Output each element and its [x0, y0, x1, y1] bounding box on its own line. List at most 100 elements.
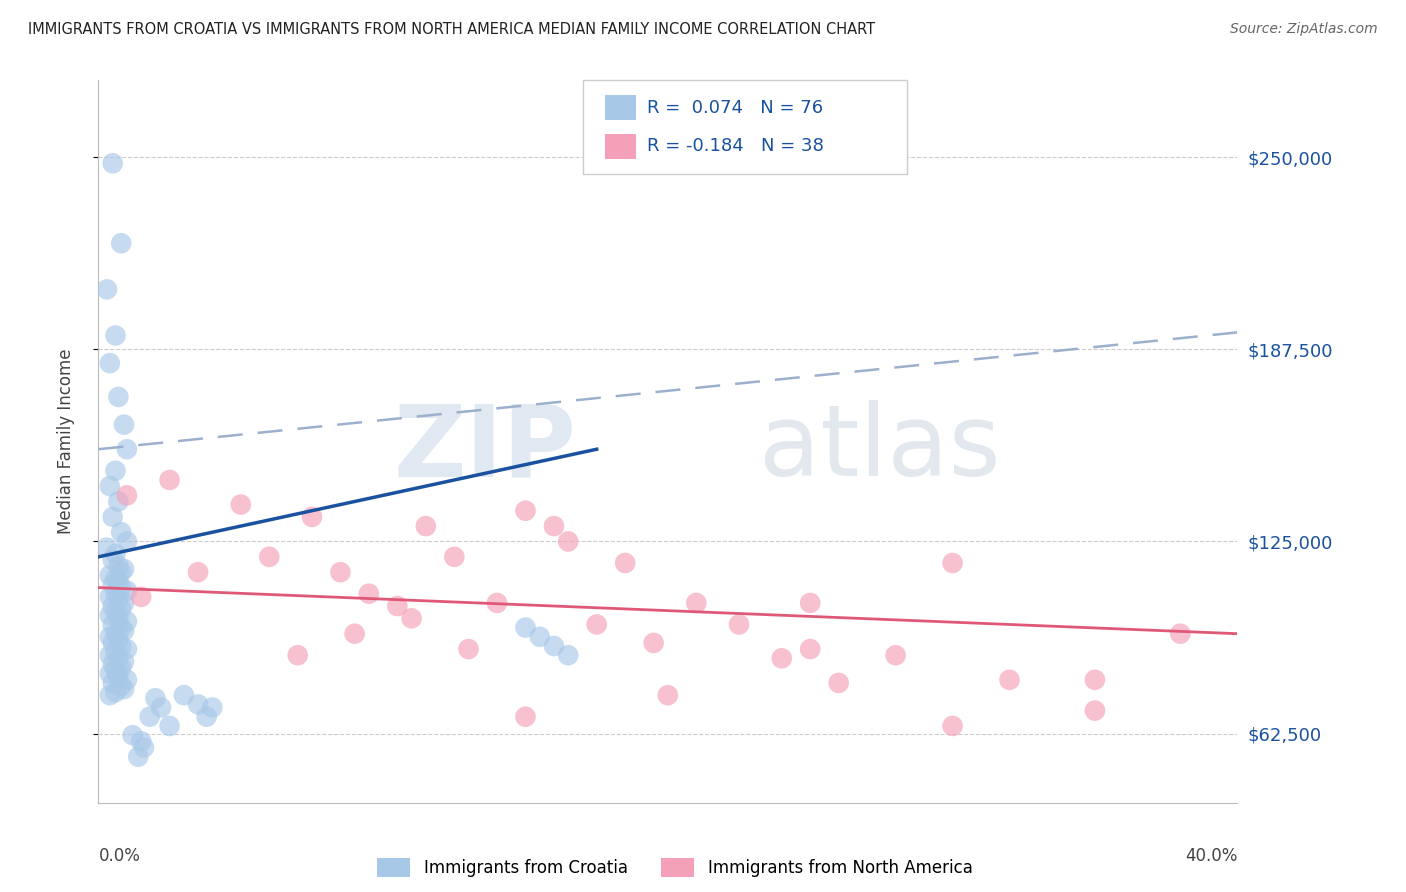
Point	[515, 621, 537, 635]
Point	[115, 642, 138, 657]
Point	[115, 615, 138, 629]
Point	[96, 541, 118, 555]
Point	[98, 568, 121, 582]
Point	[1084, 704, 1107, 718]
Point	[104, 547, 127, 561]
Point	[259, 549, 281, 564]
Point	[110, 581, 132, 595]
Point	[110, 660, 132, 674]
Point	[98, 590, 121, 604]
Text: R =  0.074   N = 76: R = 0.074 N = 76	[647, 99, 823, 117]
Point	[127, 749, 149, 764]
Point	[98, 630, 121, 644]
Point	[101, 676, 124, 690]
Point	[443, 549, 465, 564]
Point	[728, 617, 751, 632]
Point	[1084, 673, 1107, 687]
Legend: Immigrants from Croatia, Immigrants from North America: Immigrants from Croatia, Immigrants from…	[370, 851, 980, 884]
Point	[107, 574, 129, 589]
Point	[229, 498, 252, 512]
Point	[104, 587, 127, 601]
Point	[104, 464, 127, 478]
Point	[415, 519, 437, 533]
Point	[187, 698, 209, 712]
Point	[110, 565, 132, 579]
Text: IMMIGRANTS FROM CROATIA VS IMMIGRANTS FROM NORTH AMERICA MEDIAN FAMILY INCOME CO: IMMIGRANTS FROM CROATIA VS IMMIGRANTS FR…	[28, 22, 876, 37]
Point	[657, 688, 679, 702]
Point	[685, 596, 707, 610]
Point	[101, 509, 124, 524]
Point	[110, 679, 132, 693]
Point	[799, 596, 821, 610]
Point	[145, 691, 167, 706]
Point	[557, 534, 579, 549]
Point	[301, 509, 323, 524]
Point	[201, 700, 224, 714]
Point	[112, 417, 135, 432]
Point	[129, 734, 152, 748]
Point	[104, 605, 127, 619]
Point	[557, 648, 579, 663]
Point	[110, 621, 132, 635]
Point	[159, 719, 181, 733]
Text: Source: ZipAtlas.com: Source: ZipAtlas.com	[1230, 22, 1378, 37]
Point	[401, 611, 423, 625]
Point	[115, 442, 138, 457]
Point	[138, 709, 160, 723]
Point	[115, 583, 138, 598]
Point	[98, 356, 121, 370]
Point	[101, 599, 124, 613]
Point	[115, 673, 138, 687]
Point	[884, 648, 907, 663]
Point	[107, 390, 129, 404]
Point	[98, 648, 121, 663]
Point	[515, 709, 537, 723]
Point	[150, 700, 173, 714]
Point	[770, 651, 793, 665]
Point	[112, 596, 135, 610]
Point	[110, 525, 132, 540]
Point	[110, 602, 132, 616]
Text: 40.0%: 40.0%	[1185, 847, 1237, 865]
Point	[173, 688, 195, 702]
Point	[101, 617, 124, 632]
Point	[998, 673, 1021, 687]
Point	[101, 636, 124, 650]
Point	[107, 593, 129, 607]
Point	[98, 688, 121, 702]
Point	[942, 719, 965, 733]
Point	[104, 664, 127, 678]
Point	[329, 565, 352, 579]
Point	[98, 666, 121, 681]
Point	[942, 556, 965, 570]
Point	[585, 617, 607, 632]
Point	[107, 670, 129, 684]
Point	[115, 534, 138, 549]
Point	[287, 648, 309, 663]
Point	[387, 599, 409, 613]
Point	[112, 624, 135, 638]
Point	[543, 519, 565, 533]
Point	[799, 642, 821, 657]
Point	[643, 636, 665, 650]
Point	[828, 676, 851, 690]
Point	[132, 740, 155, 755]
Y-axis label: Median Family Income: Median Family Income	[56, 349, 75, 534]
Point	[121, 728, 143, 742]
Point	[614, 556, 637, 570]
Point	[107, 651, 129, 665]
Point	[101, 553, 124, 567]
Point	[107, 559, 129, 574]
Point	[129, 590, 152, 604]
Text: R = -0.184   N = 38: R = -0.184 N = 38	[647, 137, 824, 155]
Point	[101, 657, 124, 672]
Point	[529, 630, 551, 644]
Point	[110, 639, 132, 653]
Text: ZIP: ZIP	[394, 401, 576, 497]
Point	[112, 654, 135, 668]
Text: atlas: atlas	[759, 401, 1001, 497]
Point	[515, 504, 537, 518]
Text: 0.0%: 0.0%	[98, 847, 141, 865]
Point	[104, 645, 127, 659]
Point	[104, 328, 127, 343]
